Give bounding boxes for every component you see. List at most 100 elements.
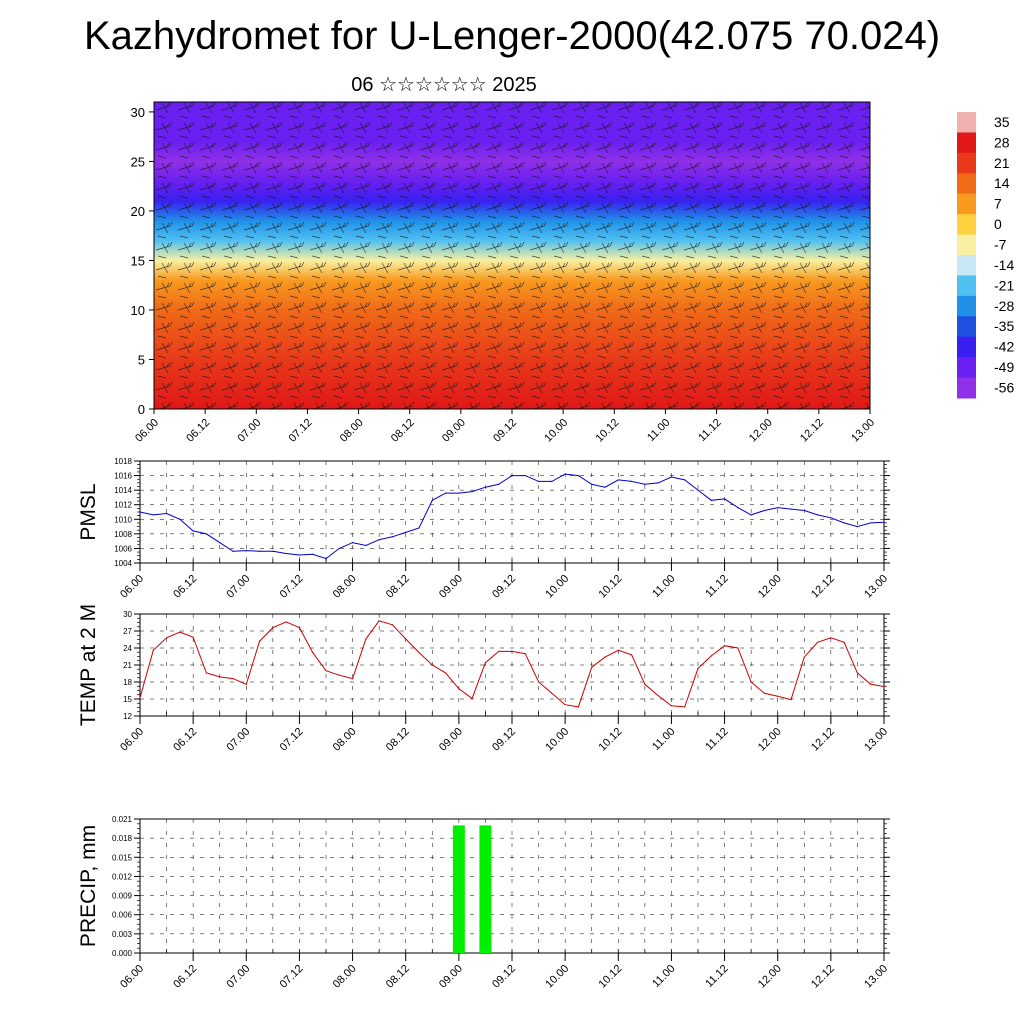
xs-x-tick-label: 10.00 <box>542 417 570 445</box>
pmsl-point <box>591 483 593 485</box>
pmsl-x-tick-label: 06.12 <box>171 573 199 601</box>
temp-point <box>511 650 513 653</box>
temp-x-tick-label: 12.12 <box>809 726 837 754</box>
precip-x-tick-label: 08.12 <box>384 963 412 991</box>
temp-point <box>670 705 673 707</box>
pmsl-point <box>803 509 805 512</box>
temp-y-tick-label: 12 <box>123 712 132 721</box>
precip-y-tick-label: 0.009 <box>112 892 133 901</box>
precip-x-tick-label: 11.12 <box>703 963 730 990</box>
precip-y-tick-label: 0.006 <box>112 911 133 920</box>
temp-point <box>777 695 779 697</box>
temp-point <box>192 636 194 638</box>
xs-x-tick-label: 09.00 <box>440 417 468 445</box>
pmsl-x-tick-label: 12.12 <box>809 573 837 601</box>
colorbar-label: 35 <box>994 114 1010 130</box>
precip-x-tick-label: 06.12 <box>171 963 199 991</box>
wind-barbs-overlay <box>154 102 870 409</box>
colorbar-label: 21 <box>994 155 1010 171</box>
temp-point <box>285 621 287 623</box>
pmsl-panel: 1004 1006 1008 1010 1012 1014 1016 1018 06.00 06.… <box>77 457 890 601</box>
xs-y-tick-label: 25 <box>131 154 145 169</box>
pmsl-y-tick-label: 1006 <box>114 544 132 553</box>
temp-point <box>325 670 327 672</box>
temp-point <box>152 649 154 651</box>
colorbar-swatch <box>957 275 976 297</box>
temp-point <box>471 697 473 700</box>
temp-y-axis-label: TEMP at 2 M <box>77 604 100 726</box>
pmsl-point <box>670 476 673 478</box>
xs-x-tick-label: 12.00 <box>747 417 775 445</box>
temp-point <box>856 672 859 674</box>
temp-x-tick-label: 08.00 <box>331 726 359 754</box>
xs-x-tick-label: 10.12 <box>593 417 621 445</box>
xs-x-tick-label: 07.00 <box>235 417 263 445</box>
temp-point <box>298 627 301 629</box>
xs-x-tick-label: 08.00 <box>338 417 366 445</box>
pmsl-x-tick-label: 07.12 <box>278 573 306 601</box>
temp-point <box>604 656 606 658</box>
pmsl-point <box>524 474 526 477</box>
colorbar-swatch <box>957 234 976 256</box>
xs-x-tick-label: 12.12 <box>798 417 826 445</box>
pmsl-x-tick-label: 09.12 <box>490 573 518 601</box>
temp-point <box>179 631 181 633</box>
pmsl-point <box>165 512 168 515</box>
precip-panel: 0.000 0.003 0.006 0.009 0.012 0.015 0.018 0.021… <box>77 815 890 991</box>
temp-point <box>630 654 633 656</box>
temp-point <box>219 676 221 678</box>
temp-y-tick-label: 18 <box>123 678 132 687</box>
temp-y-tick-label: 27 <box>123 627 132 636</box>
pmsl-x-tick-label: 06.00 <box>118 573 146 601</box>
temp-point <box>232 678 234 680</box>
temp-point <box>498 650 500 653</box>
xs-x-tick-label: 06.12 <box>184 417 212 445</box>
temp-point <box>272 627 274 629</box>
temp-point <box>258 640 261 642</box>
pmsl-point <box>617 479 619 481</box>
colorbar-swatch <box>957 295 976 317</box>
colorbar-swatch <box>957 316 976 338</box>
temp-point <box>763 692 766 694</box>
xs-x-tick-label: 08.12 <box>389 417 417 445</box>
pmsl-point <box>511 474 513 477</box>
xs-y-tick-label: 10 <box>131 303 145 318</box>
temp-x-tick-label: 09.00 <box>437 726 465 754</box>
chart-title: Kazhydromet for U-Lenger-2000(42.075 70.… <box>83 14 941 58</box>
temp-x-tick-label: 10.12 <box>596 726 624 754</box>
temp-y-tick-label: 24 <box>123 644 132 653</box>
pmsl-point <box>405 531 407 534</box>
pmsl-y-tick-label: 1018 <box>114 457 132 466</box>
pmsl-point <box>843 522 845 524</box>
xs-y-tick-label: 20 <box>131 204 145 219</box>
pmsl-point <box>245 550 247 552</box>
pmsl-point <box>737 507 739 509</box>
temp-x-tick-label: 07.12 <box>278 726 306 754</box>
precip-x-tick-label: 06.00 <box>118 963 146 991</box>
temp-point <box>165 637 168 639</box>
xs-y-tick-label: 5 <box>138 352 145 367</box>
temp-x-tick-label: 09.12 <box>490 726 518 754</box>
pmsl-point <box>564 473 566 475</box>
pmsl-point <box>179 518 181 520</box>
temp-point <box>803 656 805 658</box>
precip-x-tick-label: 12.00 <box>756 963 784 991</box>
temp-x-tick-label: 08.12 <box>384 726 412 754</box>
pmsl-point <box>272 550 274 552</box>
temp-point <box>205 672 208 674</box>
colorbar-swatch <box>957 112 976 133</box>
pmsl-y-tick-label: 1004 <box>114 559 132 568</box>
colorbar-swatch <box>957 214 976 236</box>
colorbar-swatch <box>957 132 976 154</box>
precip-x-tick-label: 07.12 <box>278 963 306 991</box>
colorbar-swatch <box>957 193 976 215</box>
temp-panel: 12 15 18 21 24 27 30 06.00 06.12 07.00 07.12 08.00 0… <box>77 604 890 754</box>
pmsl-point <box>312 553 314 555</box>
colorbar-label: -56 <box>994 380 1014 396</box>
xs-x-tick-label: 13.00 <box>849 417 877 445</box>
pmsl-point <box>684 479 686 481</box>
colorbar: 35 28 21 14 7 0 -7 -14 -21 -28 -35 -42 -49 -56 <box>957 112 1014 399</box>
pmsl-point <box>763 509 766 512</box>
pmsl-point <box>604 486 606 488</box>
